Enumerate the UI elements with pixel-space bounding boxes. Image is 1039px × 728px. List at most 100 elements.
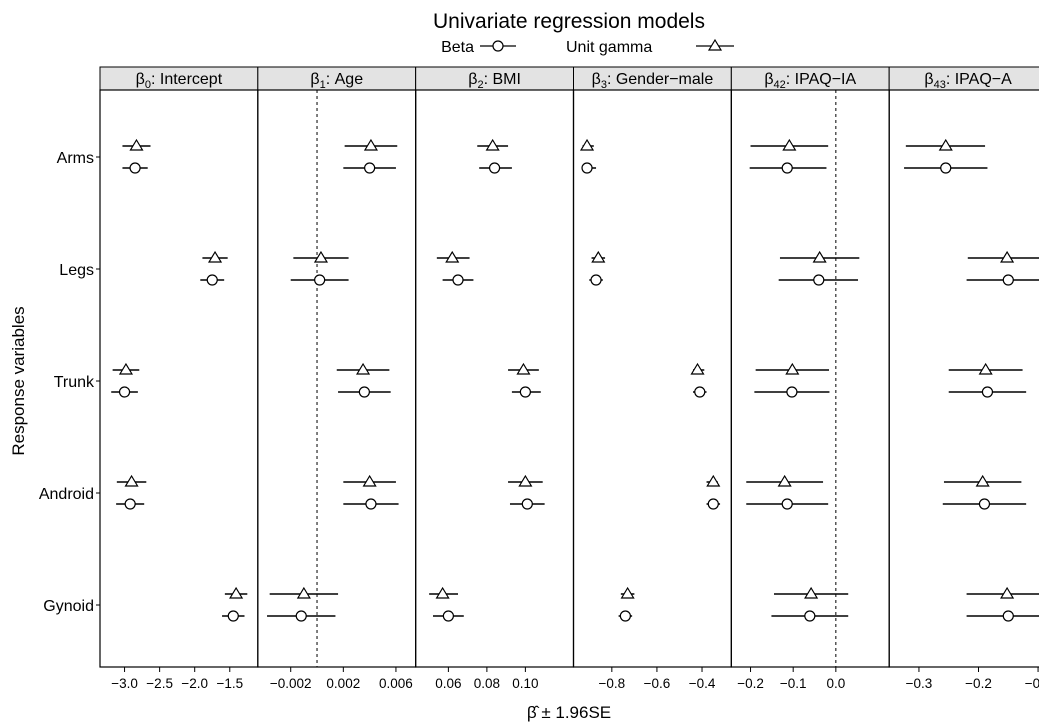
x-tick-label: 0.08 (474, 676, 500, 691)
unit-gamma-point (516, 362, 531, 375)
y-tick-label: Arms (57, 150, 94, 167)
unit-gamma-point (804, 586, 819, 599)
beta-point (781, 498, 793, 510)
panel-strip-label: β1: Age (310, 71, 363, 91)
beta-point (314, 274, 326, 286)
unit-gamma-point (129, 138, 144, 151)
y-tick-label: Gynoid (43, 598, 94, 615)
x-tick-label: −0.3 (906, 676, 933, 691)
beta-point (442, 610, 454, 622)
chart-title: Univariate regression models (433, 10, 705, 33)
unit-gamma-point (938, 138, 953, 151)
x-axis-label: β̂ ± 1.96SE (527, 703, 611, 722)
x-tick-label: −0.4 (689, 676, 716, 691)
x-tick-label: −2.0 (181, 676, 208, 691)
y-tick-label: Trunk (54, 374, 95, 391)
x-tick-label: 0.06 (435, 676, 461, 691)
panel-strip-label: β3: Gender−male (592, 71, 714, 91)
y-tick-label: Legs (59, 262, 94, 279)
unit-gamma-point (978, 362, 993, 375)
legend: Beta Unit gamma (441, 38, 734, 56)
x-tick-label: −0.002 (270, 676, 312, 691)
unit-gamma-point (690, 362, 705, 375)
x-tick-label: −1.5 (216, 676, 243, 691)
unit-gamma-point (118, 362, 134, 375)
unit-gamma-point (124, 474, 139, 487)
panel-strip-label: β2: BMI (468, 71, 521, 91)
beta-point (118, 386, 131, 398)
unit-gamma-point (777, 474, 792, 487)
unit-gamma-point (435, 586, 450, 599)
panel-frame (730, 89, 890, 668)
panel-frame (99, 89, 259, 668)
panel-strip-label: β42: IPAQ−IA (764, 71, 856, 91)
panel-frame (888, 89, 1039, 668)
unit-gamma-point (362, 474, 377, 487)
beta-point (227, 610, 239, 622)
unit-gamma-point (1000, 586, 1015, 599)
panel: β43: IPAQ−A −0.3 −0.2 −0.1 (888, 66, 1039, 691)
panel: β2: BMI 0.06 0.08 0.10 (415, 66, 575, 691)
beta-point (786, 386, 798, 398)
unit-gamma-point (313, 250, 329, 263)
unit-gamma-point (812, 250, 827, 263)
legend-key-unit-gamma (696, 38, 734, 51)
x-tick-label: −0.2 (965, 676, 992, 691)
panel: β42: IPAQ−IA −0.2 −0.1 0.0 (730, 66, 890, 691)
unit-gamma-point (229, 586, 244, 599)
x-tick-label: 0.10 (512, 676, 538, 691)
panel-strip-label: β43: IPAQ−A (924, 71, 1012, 91)
panel-strip-label: β0: Intercept (136, 71, 223, 91)
beta-point (124, 498, 136, 510)
unit-gamma-point (518, 474, 533, 487)
panel-frame (415, 89, 575, 668)
x-tick-label: −0.1 (780, 676, 807, 691)
beta-point (488, 162, 501, 174)
unit-gamma-point (296, 586, 311, 599)
unit-gamma-point (975, 474, 990, 487)
beta-point (364, 162, 376, 174)
beta-point (781, 162, 793, 174)
beta-point (365, 498, 377, 510)
x-tick-label: −0.2 (737, 676, 764, 691)
beta-point (981, 386, 994, 398)
beta-point (1002, 610, 1014, 622)
beta-point (295, 610, 307, 622)
unit-gamma-point (445, 250, 460, 263)
beta-point (519, 386, 531, 398)
beta-point (129, 162, 141, 174)
unit-gamma-point (579, 138, 595, 151)
unit-gamma-point (355, 362, 371, 375)
unit-gamma-point (620, 586, 635, 599)
y-category-labels: Arms Legs Trunk Android Gynoid (39, 150, 100, 615)
beta-point (1002, 274, 1014, 286)
panel: β1: Age −0.002 0.002 0.006 (257, 66, 417, 691)
beta-point (940, 162, 952, 174)
beta-point (581, 162, 593, 174)
beta-point (978, 498, 991, 510)
x-tick-label: −2.5 (146, 676, 173, 691)
unit-gamma-point (591, 250, 606, 263)
beta-point (452, 274, 464, 286)
x-tick-label: −3.0 (111, 676, 138, 691)
x-tick-label: 0.002 (326, 676, 360, 691)
unit-gamma-point (785, 362, 800, 375)
beta-point (707, 498, 719, 510)
beta-point (358, 386, 370, 398)
panel: β3: Gender−male −0.8 −0.6 −0.4 (572, 66, 732, 691)
beta-point (804, 610, 816, 622)
panels: β0: Intercept −3.0 −2.5 −2.0 −1.5 β1: Age −0.0… (99, 66, 1039, 691)
panel-frame (572, 89, 732, 668)
unit-gamma-point (485, 138, 500, 151)
beta-point (206, 274, 218, 286)
beta-point (521, 498, 533, 510)
unit-gamma-point (782, 138, 797, 151)
legend-label-beta: Beta (441, 39, 474, 56)
beta-point (590, 274, 602, 286)
x-tick-label: 0.0 (826, 676, 845, 691)
panel-frame (257, 89, 417, 668)
unit-gamma-point (207, 250, 223, 263)
x-tick-label: −0.1 (1025, 676, 1039, 691)
y-axis-label: Response variables (9, 306, 28, 455)
